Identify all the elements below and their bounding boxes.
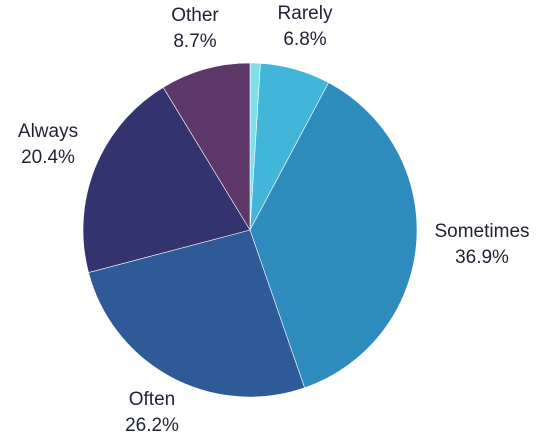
slice-label-other: Other [171,5,219,26]
pie-slice-always [82,86,251,273]
labels-group: Rarely 6.8% Sometimes 36.9% Often 26.2% Always… [18,3,530,436]
slice-value-other: 8.7% [173,31,216,52]
slice-label-always: Always [18,121,78,142]
pie-slice-often [88,229,305,398]
pie-slice-other [162,62,251,232]
slice-value-often: 26.2% [125,415,179,436]
slice-label-often: Often [129,389,175,410]
pie-slice-sometimes [249,82,418,389]
slices-group [82,62,418,398]
slice-label-rarely: Rarely [278,3,333,24]
slice-label-sometimes: Sometimes [434,221,529,242]
slice-value-sometimes: 36.9% [455,247,509,268]
slice-value-always: 20.4% [21,147,75,168]
slice-value-rarely: 6.8% [283,29,326,50]
